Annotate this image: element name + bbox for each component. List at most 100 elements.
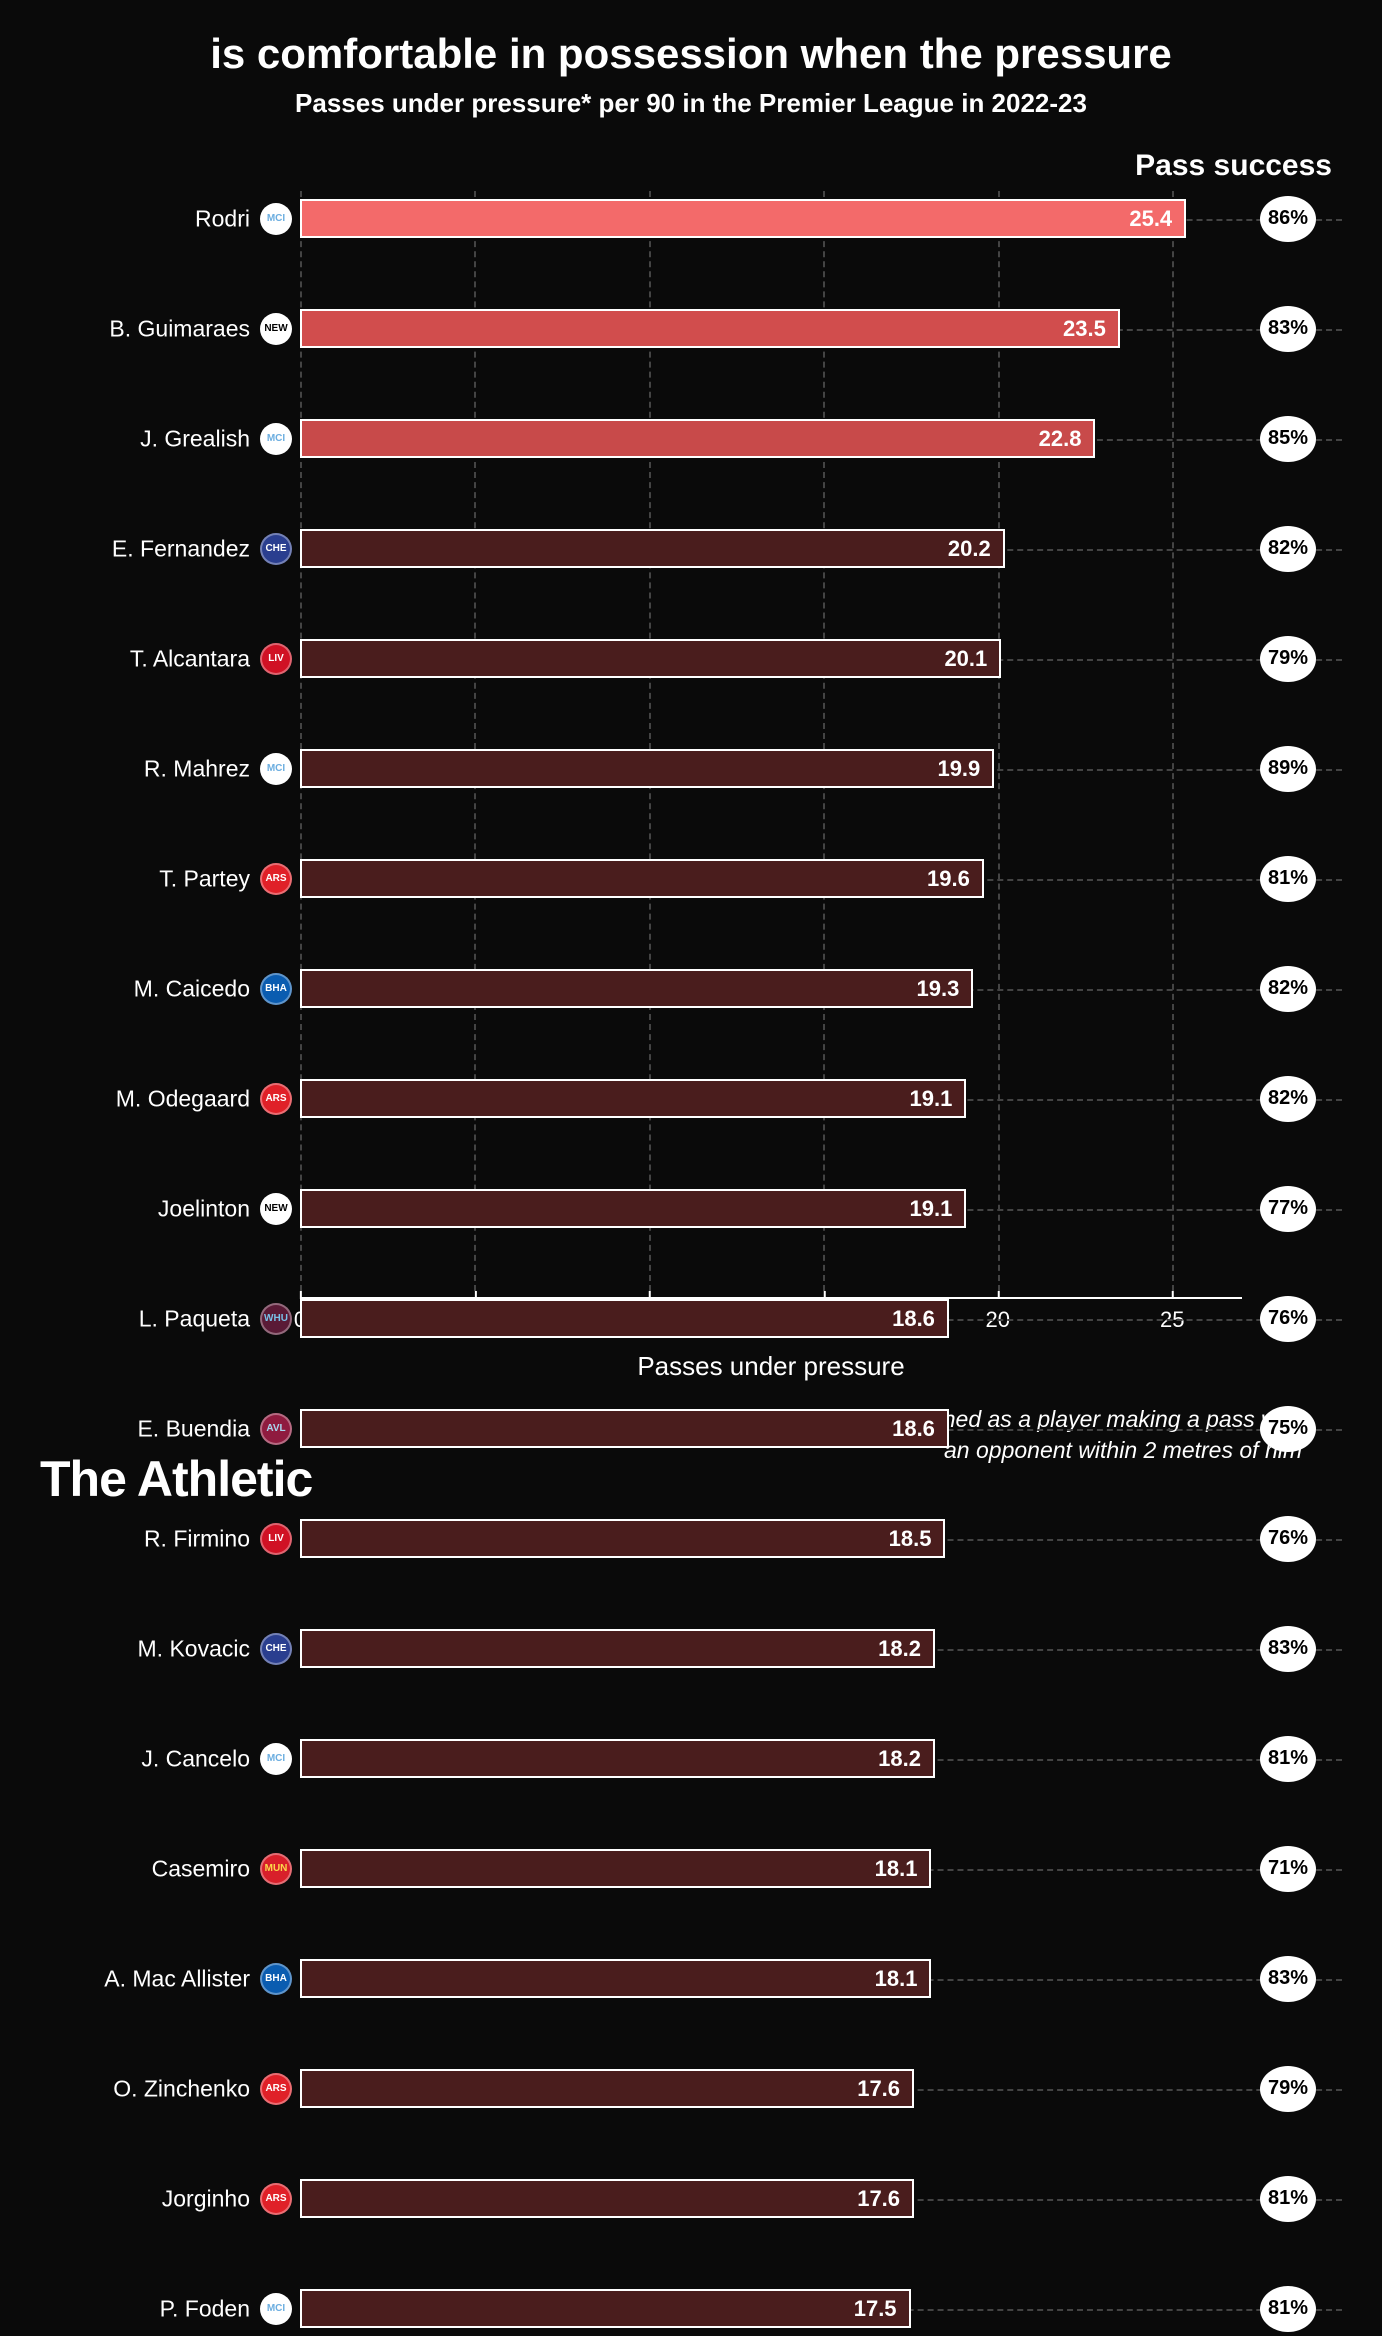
club-badge-icon: ARS [260,863,292,895]
chart-row: R. MahrezMCI19.989% [300,741,1242,796]
bar: 19.6 [300,859,984,898]
pass-success-badge: 77% [1260,1186,1316,1232]
bar: 18.1 [300,1959,931,1998]
chart-row: E. BuendiaAVL18.675% [300,1401,1242,1456]
club-badge-icon: ARS [260,1083,292,1115]
club-badge-icon: ARS [260,2073,292,2105]
bar: 25.4 [300,199,1186,238]
chart-row: CasemiroMUN18.171% [300,1841,1242,1896]
player-label: L. Paqueta [139,1305,250,1332]
chart-plot: RodriMCI25.486% B. GuimaraesNEW23.583% J. … [300,191,1242,1291]
chart-row: JoelintonNEW19.177% [300,1181,1242,1236]
player-label: Casemiro [152,1855,250,1882]
club-badge-icon: CHE [260,533,292,565]
pass-success-badge: 82% [1260,966,1316,1012]
club-badge-icon: MCI [260,753,292,785]
bar: 20.2 [300,529,1005,568]
chart-row: L. PaquetaWHU18.676% [300,1291,1242,1346]
club-badge-icon: NEW [260,313,292,345]
club-badge-icon: LIV [260,643,292,675]
player-label: R. Firmino [144,1525,250,1552]
club-badge-icon: MUN [260,1853,292,1885]
chart-row: RodriMCI25.486% [300,191,1242,246]
club-badge-icon: BHA [260,973,292,1005]
chart-subtitle: Passes under pressure* per 90 in the Pre… [40,88,1342,119]
pass-success-badge: 82% [1260,1076,1316,1122]
pass-success-badge: 85% [1260,416,1316,462]
pass-success-badge: 71% [1260,1846,1316,1892]
club-badge-icon: WHU [260,1303,292,1335]
player-label: P. Foden [160,2295,250,2322]
pass-success-badge: 76% [1260,1296,1316,1342]
player-label: B. Guimaraes [109,315,250,342]
club-badge-icon: CHE [260,1633,292,1665]
pass-success-badge: 82% [1260,526,1316,572]
pass-success-badge: 81% [1260,1736,1316,1782]
chart-row: O. ZinchenkoARS17.679% [300,2061,1242,2116]
player-label: T. Alcantara [130,645,250,672]
player-label: J. Cancelo [141,1745,250,1772]
chart-area: RodriMCI25.486%B. GuimaraesNEW23.583%J. … [40,191,1342,1382]
club-badge-icon: MCI [260,1743,292,1775]
bar: 19.9 [300,749,994,788]
x-axis-label: Passes under pressure [300,1351,1242,1382]
chart-row: A. Mac AllisterBHA18.183% [300,1951,1242,2006]
bar: 18.5 [300,1519,945,1558]
pass-success-badge: 81% [1260,2286,1316,2332]
bar: 17.6 [300,2069,914,2108]
bar: 19.1 [300,1079,966,1118]
player-label: Joelinton [158,1195,250,1222]
pass-success-badge: 89% [1260,746,1316,792]
bar: 17.6 [300,2179,914,2218]
pass-success-badge: 81% [1260,2176,1316,2222]
pass-success-badge: 86% [1260,196,1316,242]
bar: 18.2 [300,1629,935,1668]
chart-row: B. GuimaraesNEW23.583% [300,301,1242,356]
club-badge-icon: BHA [260,1963,292,1995]
player-label: T. Partey [159,865,250,892]
chart-row: M. KovacicCHE18.283% [300,1621,1242,1676]
bar: 18.6 [300,1299,949,1338]
club-badge-icon: MCI [260,203,292,235]
pass-success-badge: 75% [1260,1406,1316,1452]
bar: 19.1 [300,1189,966,1228]
player-label: M. Odegaard [116,1085,250,1112]
player-label: Rodri [195,205,250,232]
pass-success-badge: 83% [1260,1956,1316,2002]
club-badge-icon: MCI [260,2293,292,2325]
pass-success-badge: 83% [1260,306,1316,352]
brand-logo: The Athletic [40,1450,312,1508]
bar: 18.1 [300,1849,931,1888]
club-badge-icon: MCI [260,423,292,455]
pass-success-badge: 81% [1260,856,1316,902]
chart-row: M. OdegaardARS19.182% [300,1071,1242,1126]
bar: 19.3 [300,969,973,1008]
bar: 23.5 [300,309,1120,348]
chart-row: E. FernandezCHE20.282% [300,521,1242,576]
pass-success-badge: 76% [1260,1516,1316,1562]
chart-row: J. GrealishMCI22.885% [300,411,1242,466]
player-label: J. Grealish [140,425,250,452]
player-label: M. Kovacic [138,1635,250,1662]
pass-success-badge: 83% [1260,1626,1316,1672]
bar: 18.6 [300,1409,949,1448]
chart-row: M. CaicedoBHA19.382% [300,961,1242,1016]
club-badge-icon: ARS [260,2183,292,2215]
player-label: E. Fernandez [112,535,250,562]
player-label: E. Buendia [137,1415,250,1442]
chart-title: is comfortable in possession when the pr… [40,30,1342,78]
bar: 20.1 [300,639,1001,678]
chart-row: T. AlcantaraLIV20.179% [300,631,1242,686]
player-label: R. Mahrez [144,755,250,782]
chart-row: J. CanceloMCI18.281% [300,1731,1242,1786]
chart-row: JorginhoARS17.681% [300,2171,1242,2226]
player-label: O. Zinchenko [113,2075,250,2102]
pass-success-badge: 79% [1260,636,1316,682]
chart-row: T. ParteyARS19.681% [300,851,1242,906]
club-badge-icon: AVL [260,1413,292,1445]
bar: 22.8 [300,419,1095,458]
player-label: Jorginho [162,2185,250,2212]
pass-success-badge: 79% [1260,2066,1316,2112]
pass-success-header: Pass success [40,149,1342,183]
club-badge-icon: NEW [260,1193,292,1225]
